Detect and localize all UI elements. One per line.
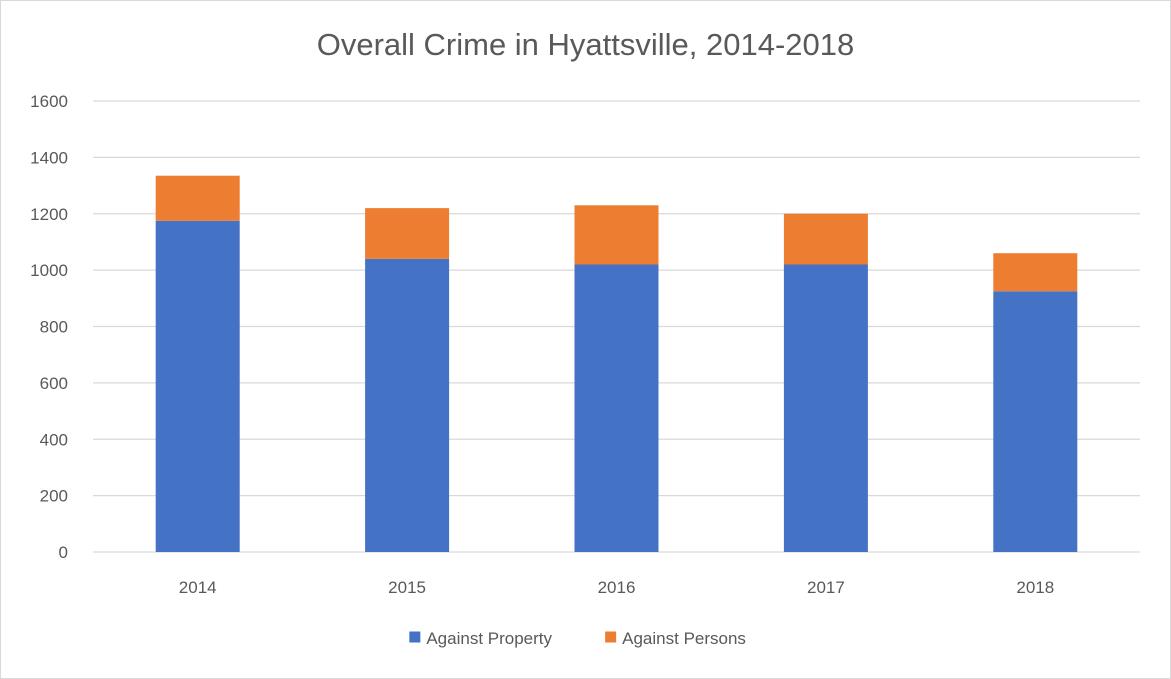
bar-against-property-2017 [783, 264, 868, 552]
y-tick-label: 200 [40, 487, 68, 506]
y-tick-label: 0 [59, 543, 68, 562]
x-tick-label: 2016 [598, 578, 636, 597]
y-tick-label: 1400 [30, 148, 68, 167]
bar-against-persons-2018 [993, 253, 1078, 292]
y-tick-label: 1200 [30, 205, 68, 224]
y-tick-label: 1000 [30, 261, 68, 280]
legend-label: Against Property [426, 629, 552, 648]
y-tick-label: 800 [40, 318, 68, 337]
y-tick-label: 600 [40, 374, 68, 393]
bar-against-property-2015 [365, 258, 450, 552]
y-tick-label: 1600 [30, 92, 68, 111]
x-tick-label: 2014 [179, 578, 217, 597]
bar-against-property-2014 [155, 220, 240, 552]
bar-against-persons-2014 [155, 175, 240, 221]
bar-against-property-2018 [993, 291, 1078, 552]
bar-against-persons-2017 [783, 213, 868, 265]
bar-against-property-2016 [574, 264, 659, 552]
x-tick-label: 2017 [807, 578, 845, 597]
bar-against-persons-2016 [574, 205, 659, 265]
x-tick-label: 2015 [388, 578, 426, 597]
chart-title: Overall Crime in Hyattsville, 2014-2018 [316, 27, 855, 62]
y-tick-label: 400 [40, 430, 68, 449]
legend-swatch [409, 631, 421, 643]
legend-swatch [605, 631, 617, 643]
bar-against-persons-2015 [365, 208, 450, 259]
legend-label: Against Persons [622, 629, 746, 648]
x-tick-label: 2018 [1016, 578, 1054, 597]
